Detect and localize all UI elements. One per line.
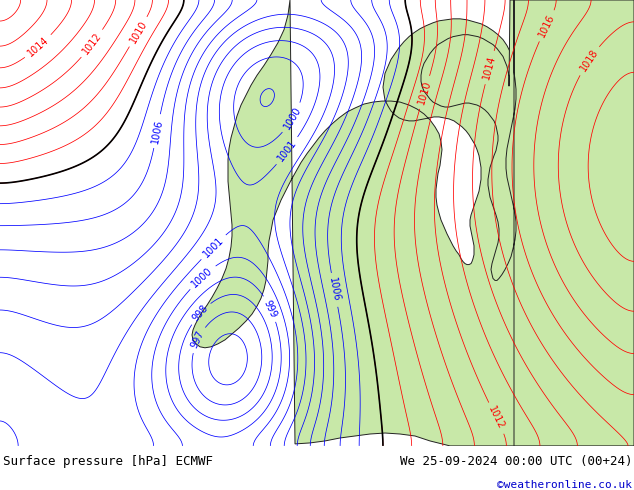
Text: 1012: 1012: [486, 405, 507, 431]
Text: Surface pressure [hPa] ECMWF: Surface pressure [hPa] ECMWF: [3, 455, 213, 468]
Text: 1001: 1001: [276, 138, 299, 164]
Text: 1018: 1018: [578, 48, 600, 74]
Polygon shape: [421, 0, 634, 446]
Text: 1014: 1014: [482, 54, 498, 81]
Text: 1000: 1000: [190, 265, 215, 289]
Text: 1006: 1006: [327, 277, 342, 303]
Text: ©weatheronline.co.uk: ©weatheronline.co.uk: [497, 480, 632, 490]
Text: 1000: 1000: [282, 105, 303, 131]
Text: 1014: 1014: [26, 35, 51, 58]
Text: 1010: 1010: [417, 79, 433, 105]
Text: 1016: 1016: [537, 13, 557, 39]
Text: 998: 998: [190, 303, 210, 323]
Text: 999: 999: [262, 298, 279, 319]
Text: 1010: 1010: [127, 19, 149, 45]
Text: 997: 997: [190, 329, 206, 350]
Text: 1001: 1001: [201, 235, 226, 259]
Text: 1006: 1006: [150, 118, 164, 144]
Text: 1012: 1012: [81, 31, 104, 56]
Polygon shape: [192, 0, 634, 446]
Text: We 25-09-2024 00:00 UTC (00+24): We 25-09-2024 00:00 UTC (00+24): [399, 455, 632, 468]
